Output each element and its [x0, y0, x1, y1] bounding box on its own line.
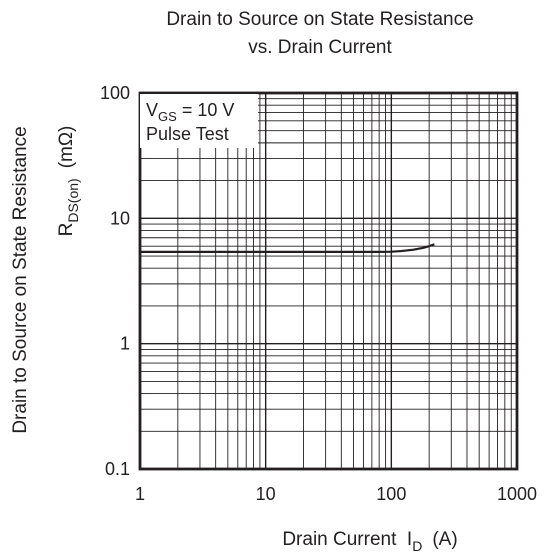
x-tick-label: 1000 [497, 484, 537, 504]
x-axis-label-subscript: D [412, 538, 422, 554]
annotation-vgs-value: = 10 V [177, 100, 235, 120]
y-tick-label: 10 [110, 208, 130, 228]
chart-title-line-1: Drain to Source on State Resistance [166, 9, 473, 30]
x-tick-label: 10 [256, 484, 276, 504]
x-axis-label-main: Drain Current I [282, 529, 412, 550]
annotation-box [140, 94, 258, 148]
annotation-vgs-subscript: GS [158, 109, 177, 124]
plot-area [138, 91, 519, 471]
x-axis-label: Drain Current ID (A) [282, 529, 457, 554]
y-axis-label-line-1: Drain to Source on State Resistance [10, 126, 31, 433]
annotation-pulse-test: Pulse Test [146, 124, 229, 144]
y-tick-label: 0.1 [105, 459, 130, 479]
y-tick-label: 100 [100, 83, 130, 103]
y-axis-label-line-2: RDS(on) (mΩ) [56, 126, 81, 237]
y-axis-label-subscript: DS(on) [65, 178, 81, 222]
annotation-vgs: VGS = 10 V [146, 100, 234, 124]
series-line-1 [140, 243, 435, 253]
x-axis-label-unit: (A) [432, 529, 457, 550]
x-tick-label: 1 [135, 484, 145, 504]
annotation-vgs-symbol: V [146, 100, 158, 120]
plot-frame [138, 91, 519, 471]
y-axis-label-symbol: R [56, 223, 77, 237]
y-tick-label: 1 [120, 334, 130, 354]
y-axis-label-unit: (mΩ) [56, 126, 77, 169]
x-tick-label: 100 [376, 484, 406, 504]
chart-title-line-2: vs. Drain Current [248, 37, 392, 58]
